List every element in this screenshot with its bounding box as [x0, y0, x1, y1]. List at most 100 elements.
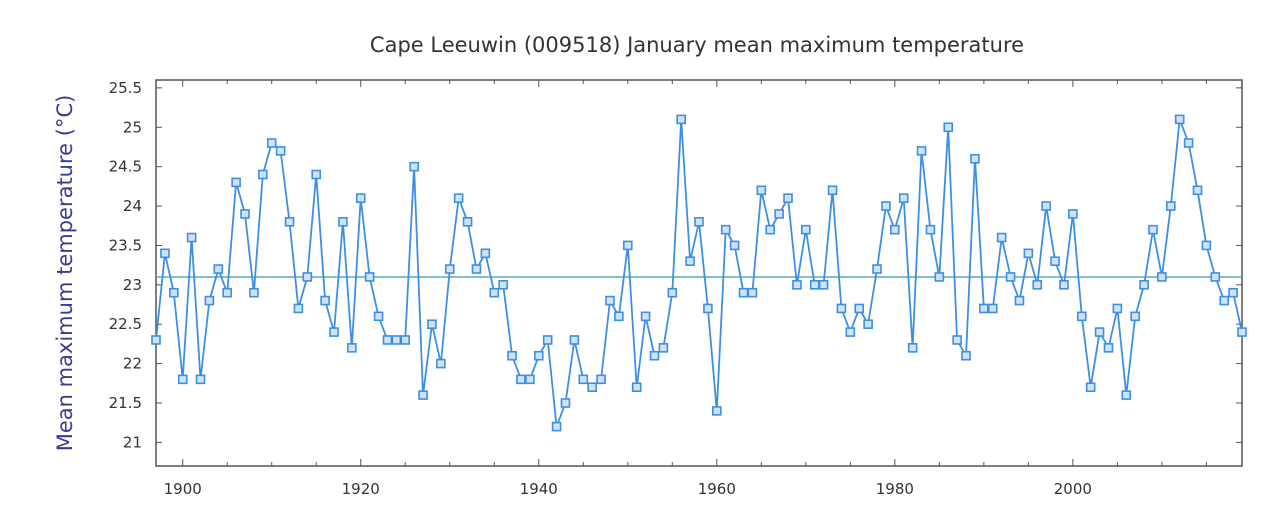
y-tick-label: 22.5 — [109, 315, 142, 333]
data-point — [525, 374, 535, 385]
axis-tick-labels: 21 21.5 22 22.5 23 23.5 24 24.5 25 25.5 1900 1920 19… — [109, 79, 1092, 498]
data-point — [1201, 240, 1212, 251]
y-tick-label: 25.5 — [109, 79, 142, 97]
data-point — [507, 350, 517, 361]
data-point — [427, 319, 437, 330]
data-point — [622, 240, 633, 251]
data-point — [631, 382, 642, 393]
data-point — [1157, 272, 1167, 282]
y-tick-label: 23 — [123, 276, 142, 294]
data-point — [177, 374, 188, 385]
data-point — [943, 122, 954, 133]
data-point — [204, 295, 215, 306]
data-point — [961, 350, 971, 361]
data-point — [329, 327, 339, 337]
data-point — [222, 287, 233, 298]
y-tick-label: 25 — [123, 118, 142, 136]
data-point — [765, 224, 776, 235]
data-point — [1023, 248, 1034, 259]
data-point — [881, 201, 891, 211]
data-point — [436, 358, 446, 369]
data-point — [729, 240, 740, 251]
data-point — [783, 193, 793, 203]
y-tick-label: 21.5 — [109, 394, 142, 412]
data-point — [320, 295, 330, 306]
data-point — [952, 335, 962, 345]
data-point — [480, 248, 491, 259]
data-point — [1112, 303, 1123, 314]
data-point — [890, 224, 900, 235]
data-point — [720, 224, 731, 235]
data-point — [338, 216, 348, 227]
data-point — [1041, 201, 1051, 211]
data-point — [1210, 272, 1221, 282]
data-point — [649, 350, 660, 361]
data-point — [382, 335, 393, 345]
data-point — [1174, 114, 1185, 125]
data-point — [151, 335, 161, 345]
data-point — [898, 193, 909, 203]
data-point — [533, 350, 544, 361]
data-point — [400, 335, 411, 345]
data-point — [738, 287, 749, 298]
data-point — [347, 343, 357, 353]
data-point — [1103, 343, 1114, 353]
x-tick-label: 1960 — [698, 480, 736, 498]
data-point — [1085, 382, 1096, 393]
data-point — [284, 216, 295, 227]
data-markers — [151, 114, 1247, 432]
data-point — [747, 287, 758, 298]
y-axis-label: Mean maximum temperature (°C) — [53, 95, 77, 452]
data-point — [275, 146, 286, 156]
data-point — [756, 185, 767, 196]
data-point — [667, 287, 678, 298]
data-point — [774, 209, 784, 219]
data-point — [970, 153, 980, 164]
data-point — [444, 264, 455, 274]
data-point — [516, 374, 526, 385]
data-point — [801, 224, 811, 235]
data-point — [293, 303, 304, 314]
data-point — [1228, 287, 1238, 298]
data-point — [658, 343, 669, 353]
data-point — [676, 114, 686, 125]
x-tick-label: 1940 — [520, 480, 558, 498]
data-point — [498, 280, 508, 290]
data-point — [934, 272, 945, 282]
data-point — [872, 264, 882, 274]
data-point — [1148, 224, 1158, 235]
data-point — [551, 421, 562, 432]
data-point — [1139, 280, 1149, 290]
data-point — [907, 343, 918, 353]
x-tick-label: 1980 — [876, 480, 914, 498]
data-point — [916, 146, 927, 156]
data-point — [471, 264, 482, 274]
data-point — [845, 327, 856, 337]
y-tick-label: 24.5 — [109, 158, 142, 176]
data-point — [569, 335, 580, 345]
data-point — [1219, 295, 1229, 306]
data-point — [1068, 209, 1078, 219]
data-point — [1059, 280, 1069, 290]
data-point — [311, 169, 322, 180]
data-point — [979, 303, 989, 314]
data-point — [596, 374, 606, 385]
data-point — [302, 272, 313, 282]
data-point — [462, 216, 473, 227]
data-point — [1130, 311, 1140, 322]
data-point — [614, 311, 624, 322]
data-point — [1032, 280, 1043, 290]
data-point — [186, 232, 197, 243]
x-tick-label: 1900 — [164, 480, 202, 498]
data-point — [685, 256, 695, 266]
data-point — [364, 272, 375, 282]
data-point — [373, 311, 384, 322]
axis-ticks — [156, 80, 1242, 466]
data-point — [489, 287, 500, 298]
data-point — [925, 224, 936, 235]
data-point — [818, 280, 829, 290]
data-point — [409, 161, 419, 172]
data-point — [694, 216, 704, 227]
data-point — [809, 280, 820, 290]
data-point — [258, 169, 268, 180]
